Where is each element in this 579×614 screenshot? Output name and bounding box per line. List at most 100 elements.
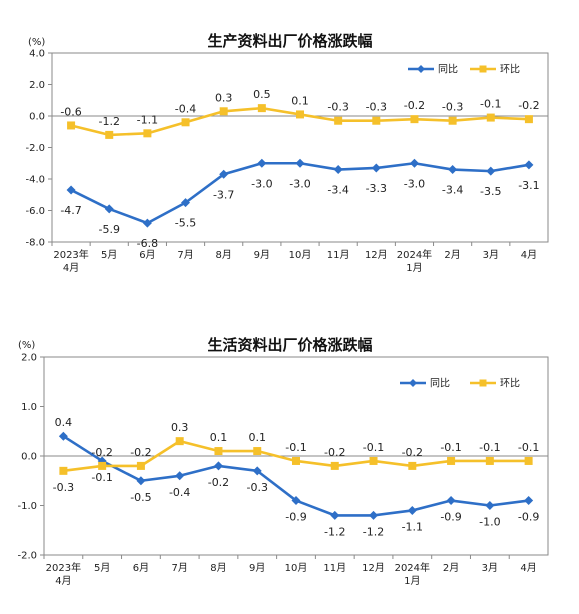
data-label: -3.3 [366,182,387,195]
legend-marker-diamond [417,65,425,73]
data-label: -0.4 [169,486,190,499]
x-tick-label-line: 9月 [254,249,270,261]
data-point-diamond [524,160,534,170]
data-point-square [175,437,184,446]
data-label: -0.1 [518,441,539,454]
legend-marker-square [479,65,487,73]
legend-marker-square [479,379,487,387]
data-label: -0.1 [91,471,112,484]
data-point-square [448,116,457,125]
x-tick-label: 6月 [139,249,155,261]
data-point-square [67,121,76,130]
y-axis-unit: (%) [28,37,45,48]
y-tick-label: 2.0 [29,80,45,91]
legend-entry-mom: 环比 [470,64,520,76]
x-tick-label: 11月 [327,249,350,261]
y-tick-label: 0.0 [29,112,45,123]
data-point-diamond [175,471,185,481]
data-label: -0.3 [53,481,74,494]
data-label: -0.1 [285,441,306,454]
legend-label: 同比 [438,64,458,76]
x-tick-label-line: 1月 [404,575,420,587]
x-tick-label-line: 7月 [177,249,193,261]
data-label: -0.3 [327,101,348,114]
data-point-diamond [295,158,305,168]
data-label: -0.3 [366,101,387,114]
data-label: -3.0 [289,177,310,190]
data-point-square [372,116,381,125]
data-point-diamond [448,165,458,175]
y-tick-label: -4.0 [25,175,45,186]
x-tick-label: 10月 [285,562,308,574]
data-point-diamond [409,158,419,168]
data-point-square [410,115,419,124]
x-tick-label: 10月 [289,249,312,261]
x-tick-label-line: 12月 [365,249,388,261]
legend-entry-yoy: 同比 [400,378,450,390]
x-tick-label: 7月 [177,249,193,261]
data-point-diamond [58,431,68,441]
data-point-square [219,107,228,116]
data-point-square [334,116,343,125]
data-point-diamond [252,466,262,476]
data-label: -3.7 [213,188,234,201]
x-tick-label: 2月 [444,249,460,261]
data-point-square [105,130,114,139]
y-tick-label: 2.0 [21,353,37,364]
x-tick-label: 11月 [323,562,346,574]
plot-area-frame [51,52,549,243]
x-tick-label-line: 8月 [216,249,232,261]
data-label: 0.4 [55,416,73,429]
x-tick-label: 2023年 4月 [46,561,81,587]
x-tick-label: 5月 [101,249,117,261]
legend-label: 环比 [500,378,520,390]
data-label: -0.2 [518,99,539,112]
legend-entry-mom: 环比 [470,378,520,390]
x-tick-label-line: 2024年 [395,561,430,574]
data-point-diamond [66,185,76,195]
data-label: -0.3 [442,101,463,114]
series-yoy [66,158,534,228]
x-tick-label: 4月 [520,562,536,574]
data-label: -3.0 [251,177,272,190]
data-point-square [524,456,533,465]
data-point-square [59,466,68,475]
data-label: -3.4 [442,184,463,197]
data-point-square [296,110,304,119]
data-label: -0.9 [285,511,306,524]
chart-title: 生活资料出厂价格涨跌幅 [207,336,372,354]
data-label: 0.3 [215,91,233,104]
x-tick-label: 2024年 1月 [395,561,430,587]
chart-1: 生产资料出厂价格涨跌幅 (%) -8.0 -6.0 -4.0 -2.0 0.0 2.0 4.0 2… [25,32,549,274]
data-label: -3.4 [327,184,348,197]
data-point-square [485,456,494,465]
data-label: -1.1 [402,520,423,533]
data-point-diamond [333,165,343,175]
x-tick-label-line: 4月 [55,575,71,587]
x-tick-label: 3月 [483,249,499,261]
data-label: -1.1 [137,113,158,126]
data-label: -0.1 [440,441,461,454]
y-axis-unit: (%) [18,340,35,351]
data-label: -0.3 [246,481,267,494]
x-tick-label-line: 7月 [172,562,188,574]
data-point-square [257,104,266,113]
data-label: -0.2 [404,99,425,112]
data-label: -3.1 [518,179,539,192]
data-point-diamond [486,166,496,176]
x-tick-label: 4月 [521,249,537,261]
data-point-square [330,461,339,470]
data-label: 0.1 [210,431,228,444]
x-tick-label-line: 2023年 [53,248,88,261]
data-point-diamond [330,510,340,520]
x-tick-label: 3月 [482,562,498,574]
data-label: -3.5 [480,185,501,198]
data-label: -0.2 [208,476,229,489]
x-tick-label-line: 1月 [406,262,422,274]
y-tick-label: 1.0 [21,402,37,413]
x-tick-label-line: 5月 [101,249,117,261]
x-tick-label: 2023年 4月 [53,248,88,274]
x-tick-label-line: 3月 [482,562,498,574]
